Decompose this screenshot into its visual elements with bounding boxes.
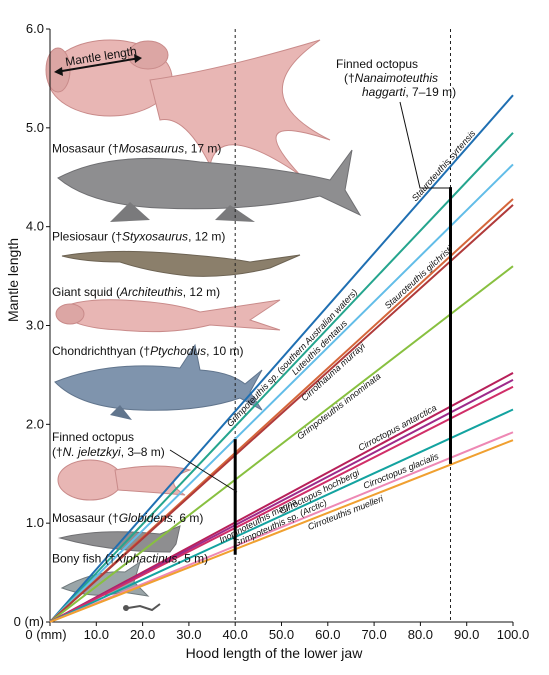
animal-label-suffix: , 17 m)	[184, 142, 221, 156]
series-line	[49, 372, 514, 623]
x-tick-label: 0 (mm)	[25, 627, 66, 642]
finned-octopus-large-line3-name: haggarti	[362, 85, 406, 99]
x-tick-label: 90.0	[454, 627, 479, 642]
y-tick-label: 5.0	[26, 120, 44, 135]
giant-squid-illustration	[55, 299, 281, 333]
animal-label-genus: Ptychodus	[150, 344, 206, 358]
x-tick-label: 50.0	[269, 627, 294, 642]
animal-label-suffix: , 10 m)	[206, 344, 243, 358]
finned-octopus-small-line2: (†N. jeletzkyi, 3–8 m)	[52, 445, 165, 459]
animal-label: Bony fish (†Xiphactinus, 5 m)	[52, 552, 208, 566]
finned-octopus-large-line3: haggarti, 7–19 m)	[362, 85, 456, 99]
diver-illustration	[123, 603, 161, 612]
x-tick-label: 40.0	[223, 627, 248, 642]
animal-label-prefix: Giant squid (	[52, 285, 120, 299]
finned-octopus-large-line1: Finned octopus	[336, 57, 418, 71]
series-line	[49, 378, 514, 623]
range-brackets	[233, 187, 452, 555]
finned-octopus-small-pre: (†	[52, 445, 63, 459]
finned-octopus-large-callout: Finned octopus (†Nanaimoteuthis haggarti…	[336, 57, 456, 189]
finned-octopus-small-leader	[169, 449, 238, 493]
finned-octopus-large-name: Nanaimoteuthis	[355, 71, 438, 85]
x-tick-label: 80.0	[408, 627, 433, 642]
shark-illustration	[54, 343, 263, 420]
finned-octopus-large-post: , 7–19 m)	[405, 85, 456, 99]
animal-label: Giant squid (Architeuthis, 12 m)	[52, 285, 220, 299]
animal-label-suffix: , 12 m)	[188, 230, 225, 244]
y-tick-label: 6.0	[26, 21, 44, 36]
x-tick-label: 60.0	[315, 627, 340, 642]
finned-octopus-small-name: N. jeletzkyi	[63, 445, 121, 459]
animal-label-prefix: Bony fish (†	[52, 552, 115, 566]
species-label: Grimpoteuthis innominata	[295, 371, 382, 441]
animal-label-genus: Styxosaurus	[122, 230, 188, 244]
animal-label-genus: Architeuthis	[119, 285, 183, 299]
finned-octopus-small-line1: Finned octopus	[52, 430, 134, 444]
series-line	[49, 408, 514, 623]
animal-label: Chondrichthyan (†Ptychodus, 10 m)	[52, 344, 243, 358]
series-line	[49, 132, 514, 623]
y-tick-label: 4.0	[26, 219, 44, 234]
x-tick-label: 30.0	[176, 627, 201, 642]
animal-label-suffix: , 5 m)	[177, 552, 208, 566]
x-tick-label: 10.0	[84, 627, 109, 642]
series-line	[49, 265, 514, 623]
series-line	[49, 431, 514, 623]
x-tick-label: 70.0	[361, 627, 386, 642]
animal-label-prefix: Mosasaur (†	[52, 511, 119, 525]
y-tick-label: 1.0	[26, 515, 44, 530]
finned-octopus-large-pre: (†	[344, 71, 355, 85]
animal-label-genus: Globidens	[119, 511, 173, 525]
series-line	[49, 439, 514, 623]
species-label: Stauroteuthis syrtensis	[410, 128, 478, 203]
finned-octopus-small-post: , 3–8 m)	[121, 445, 165, 459]
series-line	[49, 385, 514, 623]
mosasaurus-illustration	[57, 149, 362, 222]
y-axis-title: Mantle length	[5, 238, 21, 322]
animal-labels: Mosasaur (†Mosasaurus, 17 m)Plesiosaur (…	[52, 142, 243, 566]
x-tick-label: 20.0	[130, 627, 155, 642]
animal-label-suffix: , 12 m)	[183, 285, 220, 299]
finned-octopus-small-callout: Finned octopus (†N. jeletzkyi, 3–8 m)	[52, 430, 238, 493]
x-tick-label: 100.0	[497, 627, 530, 642]
animal-label-suffix: , 6 m)	[173, 511, 204, 525]
finned-octopus-small-illustration	[57, 459, 192, 501]
animal-label-prefix: Chondrichthyan (†	[52, 344, 150, 358]
series-line	[49, 163, 514, 623]
animal-label: Plesiosaur (†Styxosaurus, 12 m)	[52, 230, 225, 244]
animal-label: Mosasaur (†Globidens, 6 m)	[52, 511, 203, 525]
series-line	[49, 204, 514, 623]
x-axis-title: Hood length of the lower jaw	[186, 645, 364, 661]
series-lines	[49, 94, 514, 623]
animal-illustrations	[45, 39, 362, 612]
axes: 0 (mm) 10.0 20.0 30.0 40.0 50.0 60.0 70.0 80.0 90…	[14, 21, 530, 642]
species-label: Stauroteuthis gilchristi	[383, 243, 455, 310]
animal-label-genus: Mosasaurus	[119, 142, 184, 156]
series-line	[49, 94, 514, 623]
animal-label-genus: Xiphactinus	[114, 552, 177, 566]
y-tick-label: 2.0	[26, 416, 44, 431]
animal-label-prefix: Plesiosaur (†	[52, 230, 122, 244]
animal-label-prefix: Mosasaur (†	[52, 142, 119, 156]
y-tick-label: 3.0	[26, 318, 44, 333]
animal-label: Mosasaur (†Mosasaurus, 17 m)	[52, 142, 221, 156]
finned-octopus-large-leader	[399, 101, 450, 189]
finned-octopus-large-illustration	[45, 39, 331, 176]
y-tick-label: 0 (m)	[14, 614, 44, 629]
finned-octopus-large-line2: (†Nanaimoteuthis	[344, 71, 438, 85]
plesiosaur-illustration	[61, 250, 301, 277]
